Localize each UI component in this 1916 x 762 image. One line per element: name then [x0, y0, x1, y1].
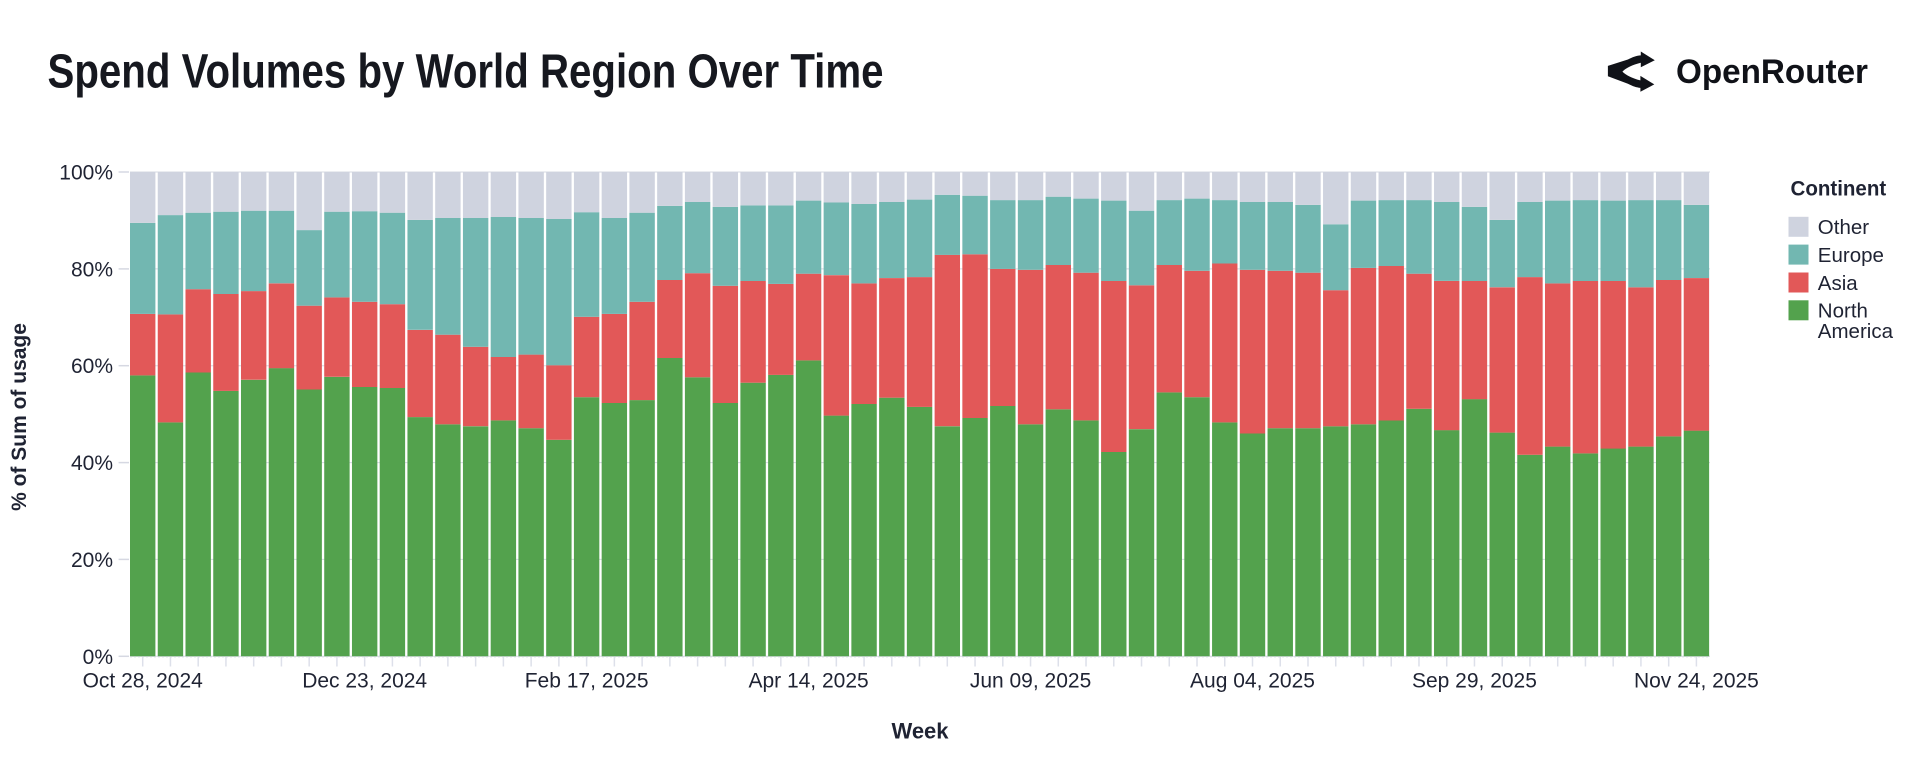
svg-text:Asia: Asia [1818, 272, 1858, 295]
svg-text:Week: Week [891, 719, 949, 744]
svg-text:Jun 09, 2025: Jun 09, 2025 [970, 670, 1091, 693]
svg-text:Spend Volumes by World Region: Spend Volumes by World Region Over Time [48, 46, 884, 99]
svg-text:Other: Other [1818, 216, 1869, 239]
svg-text:60%: 60% [71, 355, 113, 378]
svg-text:% of Sum of usage: % of Sum of usage [8, 323, 31, 511]
svg-text:North: North [1818, 300, 1868, 323]
svg-text:Dec 23, 2024: Dec 23, 2024 [302, 670, 427, 693]
svg-text:Apr 14, 2025: Apr 14, 2025 [748, 670, 868, 693]
svg-text:Europe: Europe [1818, 244, 1884, 267]
svg-text:Sep 29, 2025: Sep 29, 2025 [1412, 670, 1537, 693]
svg-text:40%: 40% [71, 452, 113, 475]
svg-text:OpenRouter: OpenRouter [1676, 53, 1868, 91]
svg-text:20%: 20% [71, 549, 113, 572]
svg-text:Oct 28, 2024: Oct 28, 2024 [83, 670, 204, 693]
svg-text:Feb 17, 2025: Feb 17, 2025 [525, 670, 649, 693]
svg-text:Nov 24, 2025: Nov 24, 2025 [1634, 670, 1759, 693]
svg-text:Continent: Continent [1791, 177, 1887, 201]
svg-text:America: America [1818, 320, 1894, 343]
svg-text:80%: 80% [71, 258, 113, 281]
svg-text:Aug 04, 2025: Aug 04, 2025 [1190, 670, 1315, 693]
svg-text:0%: 0% [83, 646, 113, 669]
svg-text:100%: 100% [59, 162, 113, 185]
